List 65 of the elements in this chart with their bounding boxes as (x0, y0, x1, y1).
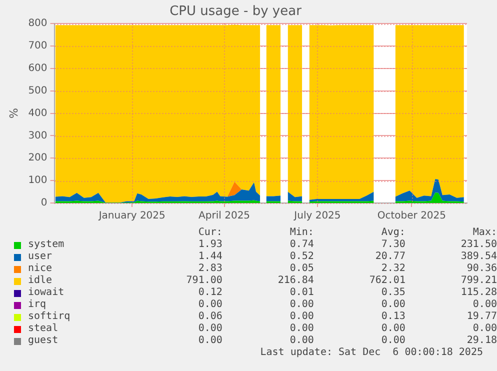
text: 0.52 (288, 251, 314, 263)
x-tick-label: October 2025 (377, 210, 446, 222)
text: 1.44 (197, 251, 222, 263)
text: 115.28 (460, 287, 497, 299)
text: 0.00 (380, 323, 406, 335)
x-tick-label: January 2025 (98, 210, 166, 222)
text: 0.13 (380, 311, 406, 323)
text: 20.77 (374, 251, 406, 263)
text: 0.00 (472, 299, 497, 311)
text: 0.00 (288, 335, 314, 347)
text: Cur: (197, 227, 222, 239)
text: 0.00 (288, 311, 314, 323)
legend-label: idle (27, 275, 54, 287)
y-tick-label: 600 (28, 63, 48, 74)
y-tick-label: 200 (28, 152, 48, 164)
y-axis-title: % (7, 108, 20, 119)
text: 0.05 (288, 263, 314, 275)
legend-label: irq (27, 299, 48, 311)
y-tick-label: 500 (28, 85, 48, 96)
text: 0.00 (197, 323, 222, 335)
text: Max: (472, 227, 497, 239)
legend-label: nice (27, 263, 54, 275)
text: 231.50 (460, 239, 497, 251)
text: 0.35 (380, 287, 406, 299)
text: 0.00 (380, 335, 406, 347)
legend-label: iowait (27, 287, 66, 299)
y-tick-label: 0 (40, 198, 48, 209)
chart-title: CPU usage - by year (170, 4, 302, 20)
text: 762.01 (368, 275, 406, 287)
text: 90.36 (466, 263, 497, 275)
text: 791.00 (185, 275, 222, 287)
text: 2.32 (380, 263, 406, 275)
y-tick-label: 800 (28, 18, 48, 30)
legend-label: system (27, 239, 66, 251)
text: 0.12 (197, 287, 222, 299)
y-tick-label: 700 (28, 40, 48, 52)
text: 0.00 (197, 299, 222, 311)
legend-label: steal (27, 323, 60, 335)
legend-label: guest (27, 335, 60, 347)
text: 0.00 (288, 299, 314, 311)
x-tick-label: July 2025 (293, 210, 341, 222)
text: 0.01 (288, 287, 314, 299)
text: 0.74 (288, 239, 314, 251)
y-tick-label: 400 (28, 108, 48, 119)
text: Avg: (380, 227, 406, 239)
text: 0.06 (197, 311, 222, 323)
text: Min: (288, 227, 314, 239)
text: 2.83 (197, 263, 222, 275)
y-tick-label: 100 (28, 175, 48, 186)
text: 0.00 (288, 323, 314, 335)
text: 19.77 (466, 311, 497, 323)
legend-label: user (27, 251, 54, 263)
text: 799.21 (460, 275, 497, 287)
text: Last update: Sat Dec 6 00:00:18 2025 (259, 347, 484, 359)
text: 216.84 (276, 275, 314, 287)
legend-label: softirq (27, 311, 72, 323)
text: 1.93 (197, 239, 222, 251)
text: 0.00 (380, 299, 406, 311)
text: 389.54 (460, 251, 497, 263)
text: 7.30 (380, 239, 406, 251)
y-tick-label: 300 (28, 130, 48, 142)
text: 0.00 (197, 335, 222, 347)
text: 29.18 (466, 335, 497, 347)
text: 0.00 (472, 323, 497, 335)
x-tick-label: April 2025 (198, 210, 250, 222)
